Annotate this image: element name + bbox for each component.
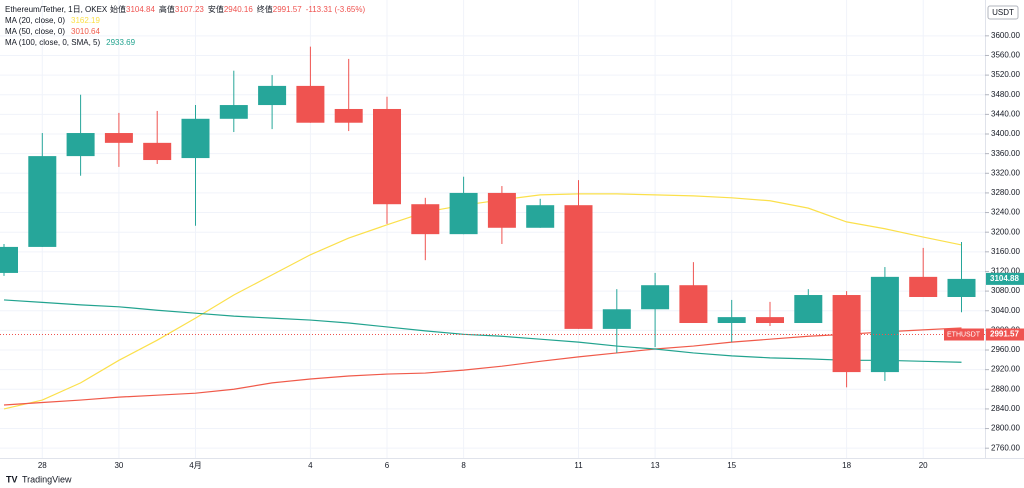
candle-body (602, 309, 631, 329)
y-tick-label: 3440.00 (991, 109, 1020, 118)
x-tick-label: 6 (385, 461, 390, 470)
candle-body (104, 133, 133, 143)
watermark-group: TV TradingView (6, 474, 72, 484)
y-tick-label: 3080.00 (991, 286, 1020, 295)
candle-body (756, 317, 784, 324)
watermark: TradingView (22, 474, 72, 484)
candle-body (679, 285, 708, 324)
currency-box[interactable] (987, 5, 1019, 20)
logo: TV (6, 474, 18, 484)
candle-body (334, 108, 363, 123)
y-tick-label: 3560.00 (991, 51, 1020, 60)
y-tick-label: 3120.00 (991, 267, 1020, 276)
x-tick-label: 18 (842, 461, 851, 470)
legend-name: MA (50, close, 0) (5, 27, 65, 36)
price-tag (986, 272, 1024, 285)
candle-body (219, 105, 248, 119)
candle-body (832, 295, 861, 373)
chart-title: Ethereum/Tether, 1日, OKEX (5, 5, 108, 14)
candle-body (0, 246, 18, 273)
change: -113.31 (-3.65%) (306, 5, 366, 14)
ohlc-label: 高值 (159, 4, 175, 14)
price-tag (986, 328, 1024, 341)
price-tag-label: 3104.88 (990, 274, 1019, 283)
candle-body (909, 276, 938, 297)
candle-body (66, 133, 95, 157)
candle-body (794, 295, 823, 324)
candle-body (487, 192, 516, 228)
candle-body (143, 142, 172, 161)
legend-value: 2933.69 (106, 38, 135, 47)
symbol-tag-label: ETHUSDT (947, 331, 981, 338)
symbol-tag (944, 328, 984, 341)
x-tick-label: 11 (574, 461, 583, 470)
x-tick-label: 15 (727, 461, 736, 470)
candle-body (411, 204, 440, 235)
legend-value: 3010.64 (71, 27, 100, 36)
x-tick-label: 4月 (189, 461, 201, 470)
candle-body (373, 108, 401, 205)
ohlc-value: 2991.57 (273, 5, 302, 14)
axis: USDT 2760.00 2800.00 2840.00 2880.00 2920.00… (38, 5, 1024, 470)
x-tick-label: 8 (461, 461, 466, 470)
legend-name: MA (20, close, 0) (5, 16, 65, 25)
y-tick-label: 2960.00 (991, 345, 1020, 354)
y-tick-label: 2880.00 (991, 384, 1020, 393)
ohlc-value: 3107.23 (175, 5, 204, 14)
price-tag-value: 2991.57 (990, 330, 1019, 339)
ohlc-label: 安值 (208, 4, 224, 14)
y-tick-label: 2800.00 (991, 424, 1020, 433)
ohlc-value: 2940.16 (224, 5, 253, 14)
x-tick-label: 28 (38, 461, 47, 470)
legend-value: 3162.19 (71, 16, 100, 25)
candle-body (947, 278, 976, 297)
y-tick-label: 2760.00 (991, 443, 1020, 452)
candle-body (449, 192, 478, 235)
candle-body (526, 205, 555, 228)
ma-line (3, 299, 962, 363)
grid (0, 0, 985, 458)
y-tick-label: 3480.00 (991, 90, 1020, 99)
y-tick-label: 3040.00 (991, 306, 1020, 315)
y-tick-label: 3320.00 (991, 168, 1020, 177)
candle-body (296, 85, 325, 123)
ohlc-label: 终值 (257, 4, 273, 14)
candle-body (870, 276, 899, 373)
candle-body (258, 85, 287, 106)
y-tick-label: 3520.00 (991, 70, 1020, 79)
x-tick-label: 13 (651, 461, 660, 470)
y-tick-label: 3240.00 (991, 208, 1020, 217)
y-tick-label: 3600.00 (991, 31, 1020, 40)
y-tick-label: 3200.00 (991, 227, 1020, 236)
plot (0, 46, 985, 410)
candle-body (717, 317, 746, 324)
y-tick-label: 3360.00 (991, 149, 1020, 158)
candle-body (28, 156, 57, 247)
legend: Ethereum/Tether, 1日, OKEX 始值 3104.84 高值 310… (5, 4, 365, 47)
x-tick-label: 20 (919, 461, 928, 470)
currency: USDT (992, 8, 1014, 17)
candle-body (564, 205, 593, 329)
x-tick-label: 30 (114, 461, 123, 470)
ohlc-value: 3104.84 (126, 5, 155, 14)
y-tick-label: 2840.00 (991, 404, 1020, 413)
x-tick-label: 4 (308, 461, 313, 470)
ma-line (3, 327, 962, 406)
y-tick-label: 3160.00 (991, 247, 1020, 256)
ohlc-label: 始值 (110, 4, 126, 14)
y-tick-label: 3280.00 (991, 188, 1020, 197)
candle-body (641, 285, 670, 310)
y-tick-label: 2920.00 (991, 365, 1020, 374)
candle-body (181, 118, 210, 159)
ma-line (3, 193, 962, 410)
y-tick-label: 3400.00 (991, 129, 1020, 138)
legend-name: MA (100, close, 0, SMA, 5) (5, 38, 100, 47)
